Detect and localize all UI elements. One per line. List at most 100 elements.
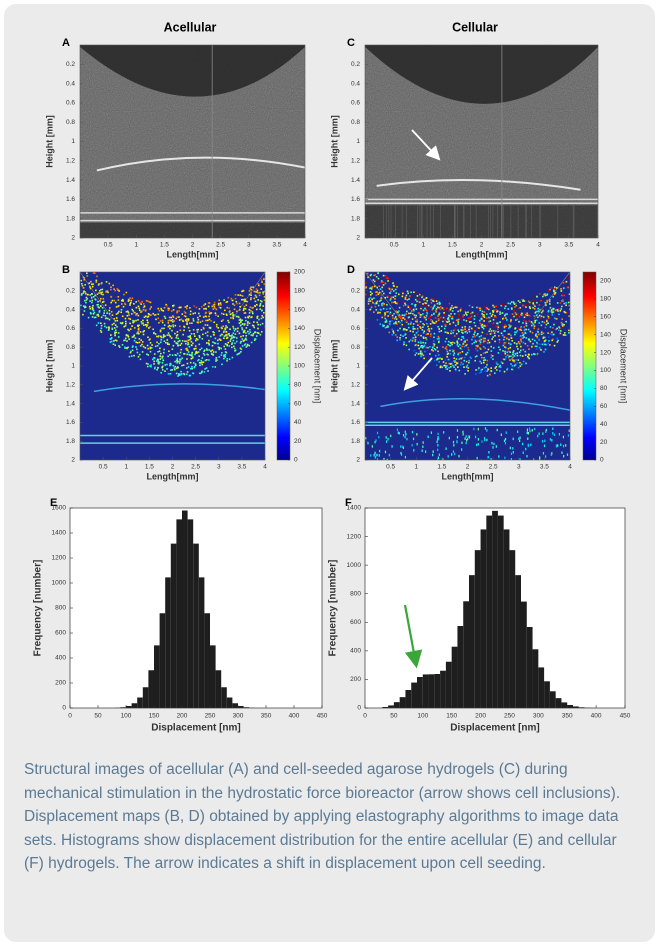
speckle xyxy=(473,427,475,431)
speckle xyxy=(143,330,146,332)
speckle xyxy=(93,311,96,314)
speckle xyxy=(378,454,380,457)
speckle xyxy=(551,314,554,316)
speckle xyxy=(459,352,461,354)
speckle xyxy=(235,340,238,343)
speckle xyxy=(430,306,432,308)
speckle xyxy=(192,312,195,315)
speckle xyxy=(252,286,254,288)
speckle xyxy=(486,374,489,377)
speckle xyxy=(365,286,368,288)
speckle xyxy=(490,356,493,359)
speckle xyxy=(137,329,140,331)
speckle xyxy=(208,318,211,321)
speckle xyxy=(412,330,414,333)
speckle xyxy=(433,336,435,339)
speckle xyxy=(430,333,432,335)
speckle xyxy=(230,312,233,315)
speckle xyxy=(455,319,458,322)
speckle xyxy=(209,312,212,314)
speckle xyxy=(117,299,120,301)
image-bg xyxy=(80,272,265,460)
speckle xyxy=(506,351,509,354)
speckle xyxy=(460,357,463,360)
speckle xyxy=(560,308,563,310)
speckle xyxy=(504,456,506,460)
speckle xyxy=(438,361,440,363)
speckle xyxy=(395,302,397,305)
speckle xyxy=(423,330,426,333)
x-axis-label: Length[mm] xyxy=(456,249,508,259)
speckle xyxy=(219,339,222,342)
speckle xyxy=(478,335,481,338)
speckle xyxy=(437,432,439,436)
speckle xyxy=(240,340,242,343)
speckle xyxy=(183,373,186,376)
speckle xyxy=(542,309,544,312)
speckle xyxy=(180,370,182,373)
speckle xyxy=(140,339,143,341)
speckle xyxy=(454,452,456,456)
speckle xyxy=(563,310,566,313)
speckle xyxy=(245,332,247,334)
speckle xyxy=(465,366,468,368)
speckle xyxy=(382,281,385,283)
speckle xyxy=(207,302,210,304)
speckle xyxy=(425,333,428,336)
speckle xyxy=(382,284,385,286)
speckle xyxy=(540,324,543,327)
speckle xyxy=(534,339,536,342)
speckle xyxy=(536,335,538,338)
speckle xyxy=(238,319,241,321)
speckle xyxy=(412,323,415,325)
x-axis-label: Length[mm] xyxy=(147,471,199,481)
speckle xyxy=(425,312,427,315)
speckle xyxy=(553,286,556,288)
speckle xyxy=(176,366,179,368)
x-tick-label: 1 xyxy=(414,464,418,471)
speckle xyxy=(518,315,521,318)
speckle xyxy=(199,315,201,317)
speckle xyxy=(521,442,524,446)
speckle xyxy=(225,325,227,327)
speckle xyxy=(444,347,447,350)
speckle xyxy=(485,369,488,372)
speckle xyxy=(493,332,496,334)
speckle xyxy=(477,345,479,347)
speckle xyxy=(176,360,179,363)
speckle xyxy=(179,351,182,354)
speckle xyxy=(211,349,214,352)
speckle xyxy=(509,320,512,323)
speckle xyxy=(243,307,245,310)
speckle xyxy=(371,300,374,303)
speckle xyxy=(387,280,389,282)
speckle xyxy=(157,350,159,353)
speckle xyxy=(108,282,111,285)
speckle xyxy=(443,327,446,330)
speckle xyxy=(137,305,140,308)
speckle xyxy=(98,283,100,285)
speckle xyxy=(504,350,506,353)
speckle xyxy=(394,322,397,324)
y-tick-label: 0.4 xyxy=(66,306,75,313)
speckle xyxy=(230,338,232,340)
speckle xyxy=(205,307,207,310)
speckle xyxy=(561,300,563,302)
speckle xyxy=(462,314,465,316)
speckle xyxy=(172,316,175,318)
speckle xyxy=(372,302,374,304)
y-tick-label: 1600 xyxy=(52,505,67,512)
speckle xyxy=(521,332,524,334)
speckle xyxy=(438,330,441,333)
speckle xyxy=(146,365,149,368)
speckle xyxy=(435,309,437,312)
speckle xyxy=(169,335,172,338)
speckle xyxy=(206,353,209,356)
x-tick-label: 400 xyxy=(289,713,300,720)
speckle xyxy=(521,337,524,339)
speckle xyxy=(206,349,208,351)
y-tick-label: 0.6 xyxy=(66,100,75,107)
speckle xyxy=(211,305,214,308)
speckle xyxy=(451,310,454,312)
speckle xyxy=(201,305,203,308)
